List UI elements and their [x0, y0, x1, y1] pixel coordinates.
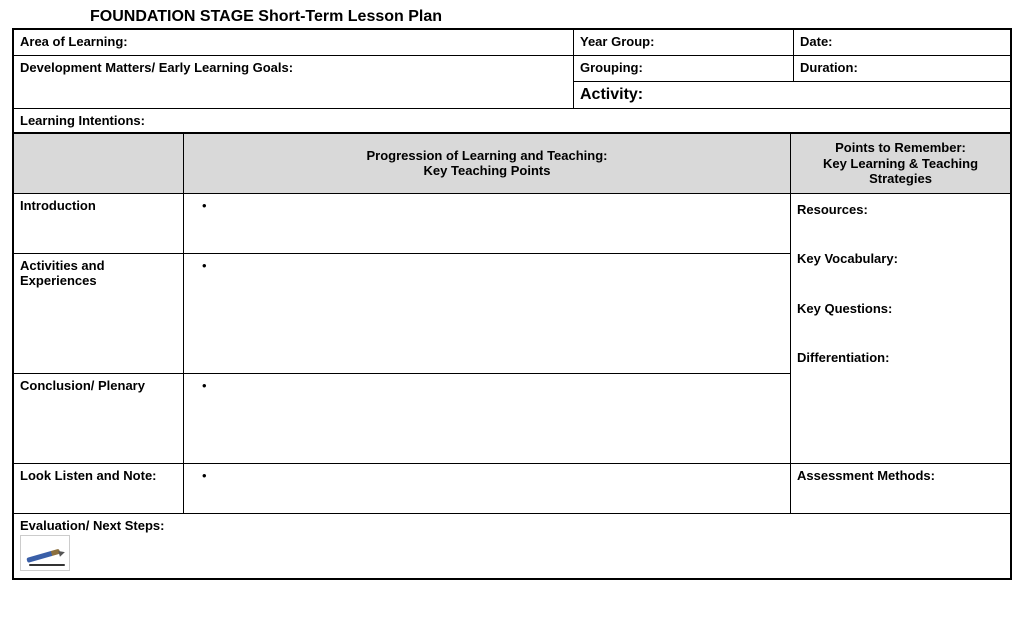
points-l1: Points to Remember:: [835, 140, 966, 155]
activities-bullet: •: [184, 253, 791, 373]
page-title: FOUNDATION STAGE Short-Term Lesson Plan: [90, 8, 1012, 26]
points-l2: Key Learning & Teaching: [823, 156, 978, 171]
pen-body: [26, 549, 60, 563]
key-questions-label: Key Questions:: [797, 297, 1004, 322]
evaluation-row: Evaluation/ Next Steps:: [14, 513, 1011, 578]
evaluation-cell: Evaluation/ Next Steps:: [14, 513, 1011, 578]
grey-header-row: Progression of Learning and Teaching: Ke…: [14, 134, 1011, 194]
progression-l1: Progression of Learning and Teaching:: [366, 148, 607, 163]
conclusion-label: Conclusion/ Plenary: [14, 373, 184, 463]
conclusion-bullet: •: [184, 373, 791, 463]
introduction-row: Introduction • Resources: Key Vocabulary…: [14, 193, 1011, 253]
grey-col-points: Points to Remember: Key Learning & Teach…: [791, 134, 1011, 194]
learning-intentions-row: Learning Intentions:: [14, 109, 1011, 133]
main-grid: Progression of Learning and Teaching: Ke…: [13, 133, 1011, 579]
grouping-cell: Grouping:: [574, 56, 794, 82]
pen-line: [29, 564, 65, 566]
dev-matters-cell: Development Matters/ Early Learning Goal…: [14, 56, 574, 109]
grey-col-empty: [14, 134, 184, 194]
differentiation-label: Differentiation:: [797, 346, 1004, 371]
introduction-label: Introduction: [14, 193, 184, 253]
header-table: Area of Learning: Year Group: Date: Deve…: [13, 29, 1011, 133]
look-listen-label: Look Listen and Note:: [14, 463, 184, 513]
look-listen-row: Look Listen and Note: • Assessment Metho…: [14, 463, 1011, 513]
activities-label: Activities and Experiences: [14, 253, 184, 373]
grey-col-progression: Progression of Learning and Teaching: Ke…: [184, 134, 791, 194]
activity-cell: Activity:: [574, 82, 1011, 109]
introduction-bullet: •: [184, 193, 791, 253]
header-row-2: Development Matters/ Early Learning Goal…: [14, 56, 1011, 82]
area-of-learning-cell: Area of Learning:: [14, 30, 574, 56]
lesson-plan-table: Area of Learning: Year Group: Date: Deve…: [12, 28, 1012, 580]
header-row-1: Area of Learning: Year Group: Date:: [14, 30, 1011, 56]
pen-icon: [20, 535, 70, 571]
resources-label: Resources:: [797, 198, 1004, 223]
date-cell: Date:: [794, 30, 1011, 56]
learning-intentions-cell: Learning Intentions:: [14, 109, 1011, 133]
year-group-cell: Year Group:: [574, 30, 794, 56]
progression-l2: Key Teaching Points: [424, 163, 551, 178]
evaluation-label: Evaluation/ Next Steps:: [20, 518, 164, 533]
key-vocabulary-label: Key Vocabulary:: [797, 247, 1004, 272]
look-listen-bullet: •: [184, 463, 791, 513]
assessment-cell: Assessment Methods:: [791, 463, 1011, 513]
duration-cell: Duration:: [794, 56, 1011, 82]
points-l3: Strategies: [869, 171, 932, 186]
pen-tip: [58, 549, 65, 556]
side-strategies-cell: Resources: Key Vocabulary: Key Questions…: [791, 193, 1011, 463]
